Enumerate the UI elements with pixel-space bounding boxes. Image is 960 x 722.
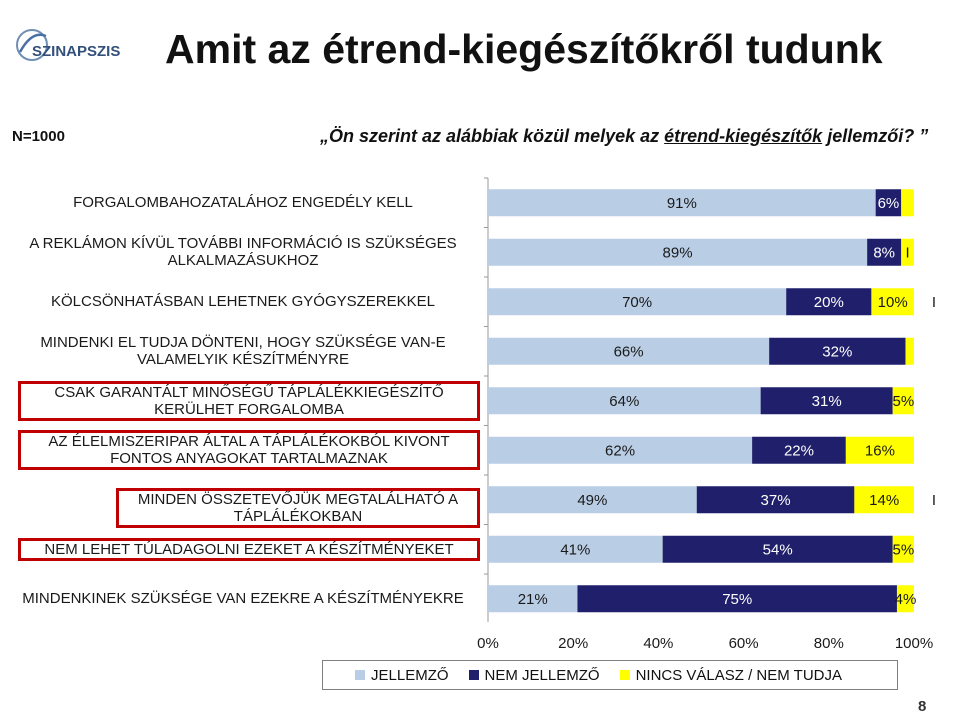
legend-label-jellemzo: JELLEMZŐ [371, 666, 449, 684]
bar-segment [845, 436, 914, 464]
data-label: 32% [822, 343, 852, 360]
category-label: CSAK GARANTÁLT MINŐSÉGŰ TÁPLÁLÉKKIEGÉSZÍ… [18, 380, 480, 421]
bar-segment [901, 189, 914, 217]
legend-item-nincs-valasz: NINCS VÁLASZ / NEM TUDJA [619, 666, 842, 684]
data-label: 31% [812, 393, 842, 410]
category-label: AZ ÉLELMISZERIPAR ÁLTAL A TÁPLÁLÉKOKBÓL … [18, 430, 480, 471]
bar-segment [769, 337, 906, 365]
x-tick-label: 20% [558, 635, 588, 652]
category-label: NEM LEHET TÚLADAGOLNI EZEKET A KÉSZÍTMÉN… [18, 537, 480, 561]
bar-segment [875, 189, 902, 217]
bar-segment [905, 337, 914, 365]
data-label: 89% [663, 244, 693, 261]
data-label: 10% [878, 294, 908, 311]
data-label: 8% [873, 244, 895, 261]
sample-size: N=1000 [12, 128, 65, 145]
data-label: 21% [518, 591, 548, 608]
data-label: 66% [614, 343, 644, 360]
data-label: 64% [609, 393, 639, 410]
data-label: I [906, 244, 910, 261]
data-label: 5% [893, 541, 915, 558]
chart-legend: JELLEMZŐ NEM JELLEMZŐ NINCS VÁLASZ / NEM… [322, 660, 898, 690]
category-label: A REKLÁMON KÍVÜL TOVÁBBI INFORMÁCIÓ IS S… [29, 235, 457, 270]
logo-text: SZINAPSZIS [32, 43, 120, 60]
company-logo: SZINAPSZIS [16, 29, 120, 61]
bar-segment [892, 535, 914, 563]
bar-segment [901, 238, 914, 266]
bar-segment [488, 288, 787, 316]
bar-segment [488, 337, 770, 365]
bar-segment [896, 585, 914, 613]
question-suffix: jellemzői? ” [822, 126, 929, 146]
category-label: KÖLCSÖNHATÁSBAN LEHETNEK GYÓGYSZEREKKEL [51, 293, 435, 311]
bar-segment [577, 585, 897, 613]
bar-segment [488, 238, 868, 266]
x-tick-label: 100% [895, 635, 933, 652]
bar-segment [871, 288, 914, 316]
bar-segment [488, 387, 761, 415]
x-tick-label: 80% [814, 635, 844, 652]
data-label: 6% [878, 195, 900, 212]
data-label: 14% [869, 492, 899, 509]
bar-segment [696, 486, 855, 514]
legend-swatch-jellemzo [355, 670, 365, 680]
legend-label-nem-jellemzo: NEM JELLEMZŐ [484, 666, 600, 684]
legend-swatch-nem-jellemzo [468, 670, 479, 680]
x-tick-label: 60% [729, 635, 759, 652]
bar-segment [488, 585, 578, 613]
bar-segment [867, 238, 902, 266]
bar-segment [662, 535, 893, 563]
category-label: MINDENKINEK SZÜKSÉGE VAN EZEKRE A KÉSZÍT… [22, 590, 464, 608]
category-label: MINDENKI EL TUDJA DÖNTENI, HOGY SZÜKSÉGE… [40, 334, 446, 369]
legend-swatch-nincs-valasz [619, 670, 630, 680]
category-label: MINDEN ÖSSZETEVŐJÜK MEGTALÁLHATÓ A TÁPLÁ… [116, 488, 480, 529]
bar-segment [488, 486, 697, 514]
question-underlined: étrend-kiegészítők [664, 126, 823, 146]
bar-segment [488, 436, 753, 464]
bar-segment [854, 486, 914, 514]
page-number: 8 [918, 698, 927, 715]
question-prefix: „Ön szerint az alábbiak közül melyek az [320, 126, 665, 146]
data-label: 37% [761, 492, 791, 509]
bar-segment [760, 387, 893, 415]
survey-question: „Ön szerint az alábbiak közül melyek az … [320, 126, 928, 147]
data-label: 5% [893, 393, 915, 410]
data-label-outside: I [932, 492, 936, 509]
category-label: FORGALOMBAHOZATALÁHOZ ENGEDÉLY KELL [73, 194, 413, 212]
data-label: 75% [722, 591, 752, 608]
data-label-outside: I [932, 294, 936, 311]
data-label: 4% [895, 591, 917, 608]
data-label: 22% [784, 442, 814, 459]
x-tick-label: 40% [643, 635, 673, 652]
data-label: 49% [577, 492, 607, 509]
bar-segment [892, 387, 914, 415]
legend-item-jellemzo: JELLEMZŐ [355, 667, 449, 684]
data-label: 41% [560, 541, 590, 558]
data-label: 20% [814, 294, 844, 311]
bar-segment [488, 189, 876, 217]
x-tick-label: 0% [477, 635, 499, 652]
legend-label-nincs-valasz: NINCS VÁLASZ / NEM TUDJA [635, 666, 842, 684]
data-label: 54% [763, 541, 793, 558]
bar-segment [786, 288, 872, 316]
data-label: 70% [622, 294, 652, 311]
bar-segment [488, 535, 663, 563]
data-label: 62% [605, 442, 635, 459]
data-label: 91% [667, 195, 697, 212]
bar-segment [752, 436, 846, 464]
page-title: Amit az étrend-kiegészítőkről tudunk [165, 26, 883, 72]
data-label: 16% [865, 442, 895, 459]
legend-item-nem-jellemzo: NEM JELLEMZŐ [468, 666, 600, 684]
